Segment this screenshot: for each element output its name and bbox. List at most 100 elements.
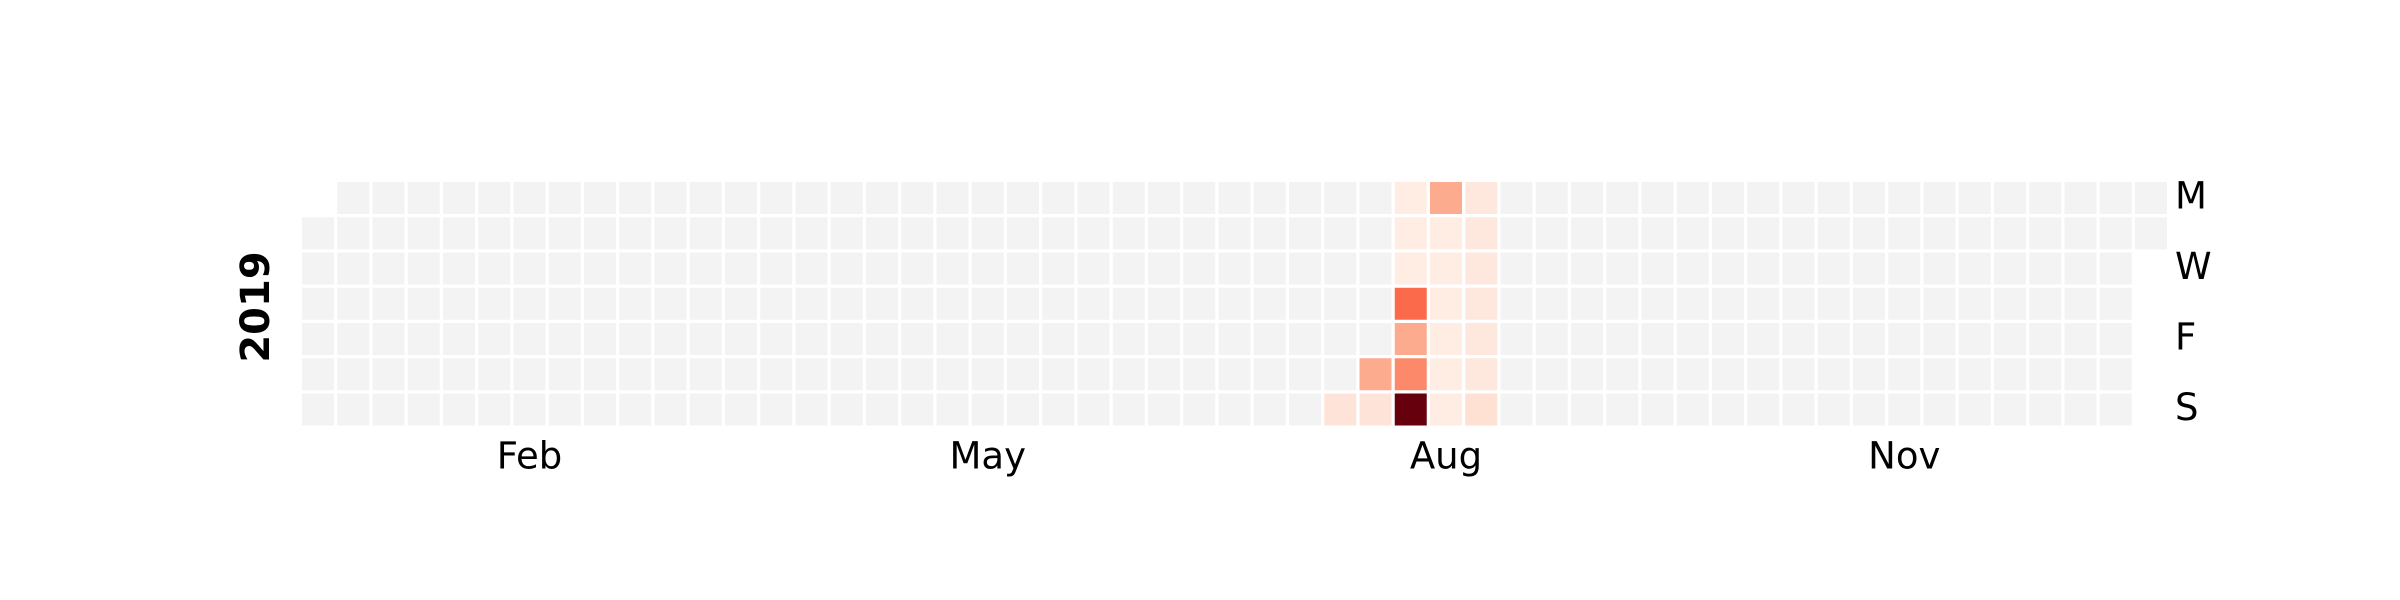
heatmap-cell-2019-07-09 <box>1253 217 1286 250</box>
heatmap-cell-2019-07-14 <box>1253 393 1286 426</box>
heatmap-cell-2019-11-26 <box>1958 217 1991 250</box>
heatmap-cell-2019-02-14 <box>513 287 546 320</box>
heatmap-cell-2019-01-27 <box>407 393 440 426</box>
heatmap-cell-2019-04-19 <box>830 323 863 355</box>
heatmap-cell-2019-04-05 <box>760 323 793 355</box>
heatmap-cell-2019-01-13 <box>337 393 370 426</box>
heatmap-cell-2019-12-29 <box>2099 393 2132 426</box>
heatmap-cell-2019-10-23 <box>1782 252 1815 285</box>
heatmap-cell-2019-09-25 <box>1641 252 1674 285</box>
heatmap-cell-2019-04-26 <box>866 323 898 355</box>
heatmap-cell-2019-10-10 <box>1712 287 1744 320</box>
heatmap-cell-2019-05-16 <box>971 287 1004 320</box>
heatmap-cell-2019-09-14 <box>1571 358 1603 391</box>
heatmap-cell-2019-01-24 <box>407 287 440 320</box>
heatmap-cell-2019-11-20 <box>1923 252 1956 285</box>
heatmap-cell-2019-07-28 <box>1324 393 1357 426</box>
heatmap-cell-2019-11-09 <box>1853 358 1885 391</box>
heatmap-cell-2019-09-19 <box>1606 287 1639 320</box>
heatmap-cell-2019-10-02 <box>1676 252 1709 285</box>
heatmap-cell-2019-07-30 <box>1359 217 1392 250</box>
heatmap-cell-2019-10-16 <box>1747 252 1780 285</box>
heatmap-cell-2019-03-15 <box>654 323 687 355</box>
heatmap-cell-2019-04-23 <box>866 217 898 250</box>
heatmap-cell-2019-09-28 <box>1641 358 1674 391</box>
heatmap-cell-2019-06-26 <box>1183 252 1216 285</box>
heatmap-cell-2019-12-08 <box>1994 393 2026 426</box>
heatmap-cell-2019-08-22 <box>1465 287 1498 320</box>
heatmap-cell-2019-11-15 <box>1888 323 1921 355</box>
heatmap-cell-2019-12-03 <box>1994 217 2026 250</box>
heatmap-cell-2019-07-27 <box>1324 358 1357 391</box>
heatmap-cell-2019-01-10 <box>337 287 370 320</box>
heatmap-cell-2019-06-24 <box>1183 182 1216 214</box>
heatmap-cell-2019-04-04 <box>760 287 793 320</box>
heatmap-cell-2019-08-10 <box>1394 358 1427 391</box>
heatmap-cell-2019-04-24 <box>866 252 898 285</box>
heatmap-cell-2019-06-15 <box>1112 358 1145 391</box>
weekday-label-3: S <box>2175 386 2199 429</box>
heatmap-cell-2019-12-01 <box>1958 393 1991 426</box>
heatmap-cell-2019-02-17 <box>513 393 546 426</box>
heatmap-cell-2019-09-23 <box>1641 182 1674 214</box>
heatmap-cell-2019-05-03 <box>901 323 934 355</box>
heatmap-cell-2019-07-15 <box>1289 182 1321 214</box>
heatmap-cell-2019-01-01 <box>302 217 334 250</box>
heatmap-cell-2019-12-06 <box>1994 323 2026 355</box>
heatmap-cell-2019-05-11 <box>936 358 969 391</box>
heatmap-cell-2019-03-02 <box>584 358 616 391</box>
heatmap-cell-2019-03-25 <box>725 182 757 214</box>
heatmap-cell-2019-05-23 <box>1007 287 1039 320</box>
heatmap-cell-2019-11-24 <box>1923 393 1956 426</box>
heatmap-cell-2019-09-15 <box>1571 393 1603 426</box>
heatmap-cell-2019-05-18 <box>971 358 1004 391</box>
heatmap-cell-2019-07-10 <box>1253 252 1286 285</box>
heatmap-cell-2019-07-02 <box>1218 217 1251 250</box>
heatmap-cell-2019-12-25 <box>2099 252 2132 285</box>
heatmap-cell-2019-07-26 <box>1324 323 1357 355</box>
heatmap-cell-2019-01-07 <box>337 182 370 214</box>
heatmap-cell-2019-02-02 <box>443 358 475 391</box>
heatmap-cell-2019-02-20 <box>548 252 581 285</box>
heatmap-cell-2019-08-09 <box>1394 323 1427 355</box>
heatmap-cell-2019-08-23 <box>1465 323 1498 355</box>
heatmap-cell-2019-11-27 <box>1958 252 1991 285</box>
heatmap-cell-2019-02-24 <box>548 393 581 426</box>
heatmap-cell-2019-06-29 <box>1183 358 1216 391</box>
heatmap-cell-2019-11-10 <box>1853 393 1885 426</box>
heatmap-cell-2019-07-29 <box>1359 182 1392 214</box>
heatmap-cell-2019-10-22 <box>1782 217 1815 250</box>
heatmap-cell-2019-03-06 <box>619 252 652 285</box>
heatmap-cell-2019-01-06 <box>302 393 334 426</box>
heatmap-cell-2019-03-22 <box>689 323 722 355</box>
heatmap-cell-2019-05-22 <box>1007 252 1039 285</box>
heatmap-cell-2019-03-12 <box>654 217 687 250</box>
heatmap-cell-2019-02-09 <box>478 358 511 391</box>
heatmap-cell-2019-04-08 <box>795 182 828 214</box>
heatmap-cell-2019-07-19 <box>1289 323 1321 355</box>
heatmap-cell-2019-09-17 <box>1606 217 1639 250</box>
heatmap-cell-2019-10-01 <box>1676 217 1709 250</box>
heatmap-cell-2019-08-03 <box>1359 358 1392 391</box>
heatmap-cell-2019-06-11 <box>1112 217 1145 250</box>
heatmap-cell-2019-04-09 <box>795 217 828 250</box>
heatmap-cell-2019-02-21 <box>548 287 581 320</box>
heatmap-cell-2019-05-14 <box>971 217 1004 250</box>
heatmap-cell-2019-12-22 <box>2064 393 2097 426</box>
heatmap-cell-2019-07-31 <box>1359 252 1392 285</box>
heatmap-cell-2019-01-12 <box>337 358 370 391</box>
heatmap-cell-2019-12-14 <box>2029 358 2062 391</box>
heatmap-cell-2019-12-26 <box>2099 287 2132 320</box>
heatmap-cell-2019-08-27 <box>1500 217 1533 250</box>
heatmap-cell-2019-03-26 <box>725 217 757 250</box>
heatmap-cell-2019-10-13 <box>1712 393 1744 426</box>
heatmap-cell-2019-01-14 <box>372 182 405 214</box>
heatmap-cell-2019-02-04 <box>478 182 511 214</box>
heatmap-cell-2019-10-04 <box>1676 323 1709 355</box>
heatmap-cell-2019-02-08 <box>478 323 511 355</box>
heatmap-cell-2019-11-01 <box>1817 323 1850 355</box>
heatmap-cell-2019-04-15 <box>830 182 863 214</box>
heatmap-cell-2019-05-06 <box>936 182 969 214</box>
heatmap-cell-2019-08-05 <box>1394 182 1427 214</box>
heatmap-cell-2019-01-03 <box>302 287 334 320</box>
